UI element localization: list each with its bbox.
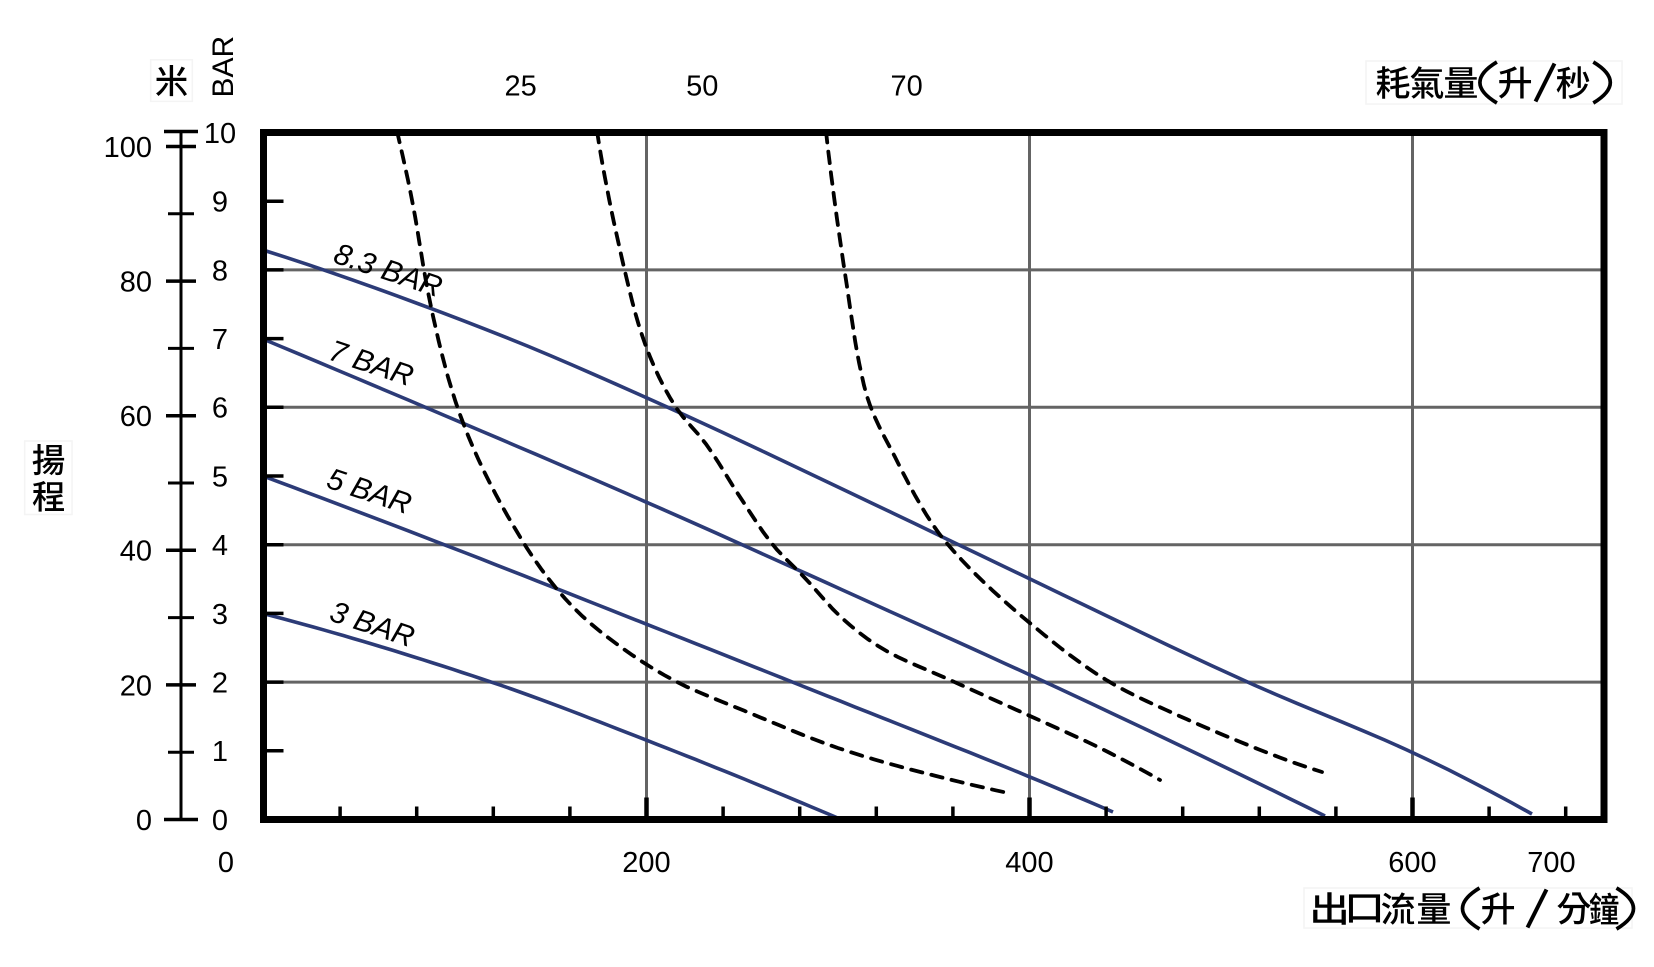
svg-text:1: 1: [212, 736, 228, 768]
svg-text:80: 80: [120, 267, 152, 299]
svg-text:400: 400: [1005, 847, 1053, 879]
svg-text:100: 100: [104, 132, 152, 164]
svg-text:5: 5: [212, 461, 228, 493]
svg-text:70: 70: [890, 71, 922, 103]
svg-text:25: 25: [504, 71, 536, 103]
svg-text:8: 8: [212, 255, 228, 287]
svg-text:2: 2: [212, 668, 228, 700]
svg-text:50: 50: [686, 71, 718, 103]
svg-text:BAR: BAR: [207, 36, 240, 98]
svg-text:700: 700: [1527, 847, 1575, 879]
svg-text:0: 0: [212, 805, 228, 837]
svg-text:0: 0: [218, 847, 234, 879]
svg-text:40: 40: [120, 536, 152, 568]
svg-text:10: 10: [204, 118, 236, 150]
svg-text:60: 60: [120, 401, 152, 433]
svg-text:3: 3: [212, 599, 228, 631]
svg-text:9: 9: [212, 187, 228, 219]
svg-text:4: 4: [212, 530, 228, 562]
svg-text:20: 20: [120, 670, 152, 702]
svg-text:200: 200: [622, 847, 670, 879]
svg-text:0: 0: [136, 805, 152, 837]
svg-text:7: 7: [212, 324, 228, 356]
svg-text:600: 600: [1388, 847, 1436, 879]
svg-text:6: 6: [212, 393, 228, 425]
